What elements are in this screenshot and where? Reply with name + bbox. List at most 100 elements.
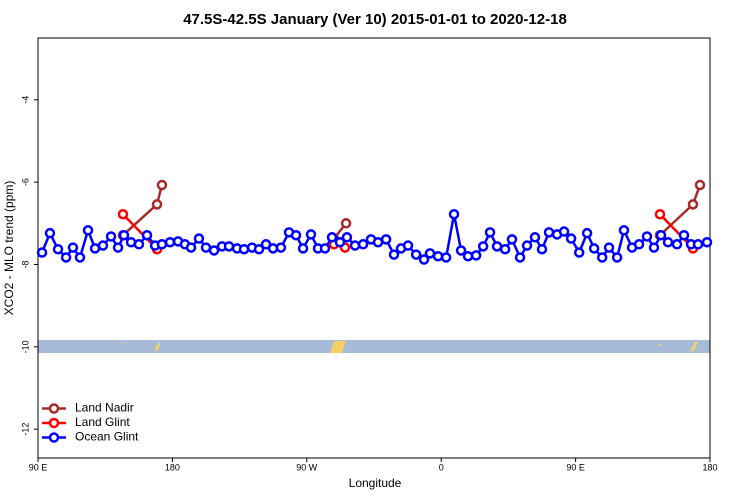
point [52,243,64,255]
y-tick-label: -6 [20,178,30,186]
point [44,227,56,239]
x-tick-label: 90 W [296,462,318,472]
point [596,252,608,263]
chart-title: 47.5S-42.5S January (Ver 10) 2015-01-01 … [183,11,567,28]
point [319,243,331,254]
point [529,232,541,243]
point [588,243,600,254]
point [156,179,168,191]
legend-marker [48,417,60,429]
point [141,229,153,241]
x-tick-label: 180 [165,462,180,472]
x-axis-label: Longitude [349,476,402,490]
y-tick-label: -8 [20,260,30,268]
point [388,249,400,260]
point [462,250,474,262]
point [678,229,690,241]
legend-marker [48,432,60,443]
point [112,242,124,253]
point [334,236,346,248]
point [543,227,555,238]
y-axis-label: XCO2 - MLO trend (ppm) [2,181,16,316]
point [440,252,452,263]
point [200,242,212,253]
plot-frame [37,37,711,459]
legend-label: Land Glint [75,415,130,429]
point [305,229,317,240]
y-tick-label: -10 [20,340,30,353]
point [418,254,430,265]
legend-marker [48,403,60,414]
y-tick-label: -12 [20,423,30,436]
point [662,236,674,248]
point [82,225,94,236]
point [641,231,653,242]
point [565,233,577,244]
point [349,240,361,251]
y-tick-label: -4 [20,96,30,104]
point [380,234,392,245]
point [491,241,503,252]
surface-band [38,340,710,353]
point [340,218,352,229]
point [156,239,168,250]
point [514,252,526,263]
point [581,227,593,239]
point [341,232,353,243]
point [477,241,489,252]
point [67,242,79,253]
point [357,239,369,250]
point [692,239,704,250]
point [432,250,444,262]
point [648,242,660,253]
point [701,236,713,248]
point [223,241,235,252]
point [193,233,205,244]
point [297,243,309,254]
point [275,242,287,253]
point [536,243,548,255]
point [164,236,176,248]
x-tick-label: 180 [702,462,717,472]
point [185,242,197,253]
point [687,199,699,210]
point [105,231,117,242]
x-tick-label: 0 [439,462,444,472]
x-tick-label: 90 E [29,462,48,472]
point [410,249,422,260]
point [671,239,683,250]
point [654,208,666,220]
point [97,240,109,251]
point [326,232,338,243]
point [573,247,585,258]
point [36,247,48,258]
point [118,229,130,241]
point [133,239,145,250]
point [117,208,129,220]
point [633,239,645,250]
point [470,250,482,261]
point [402,240,414,251]
point [506,234,518,245]
point [290,229,302,241]
point [618,225,630,236]
point [521,240,533,251]
point [611,252,623,263]
point [455,245,467,256]
point [372,236,384,248]
point [499,243,511,255]
point [484,227,496,238]
legend-label: Land Nadir [75,401,134,415]
legend-label: Ocean Glint [75,430,139,444]
point [603,242,615,253]
point [424,248,436,259]
point [558,226,570,237]
point [448,208,460,220]
x-tick-label: 90 E [566,462,585,472]
point [151,199,163,210]
point [694,179,706,191]
land-marks [121,341,698,353]
point [655,229,667,241]
